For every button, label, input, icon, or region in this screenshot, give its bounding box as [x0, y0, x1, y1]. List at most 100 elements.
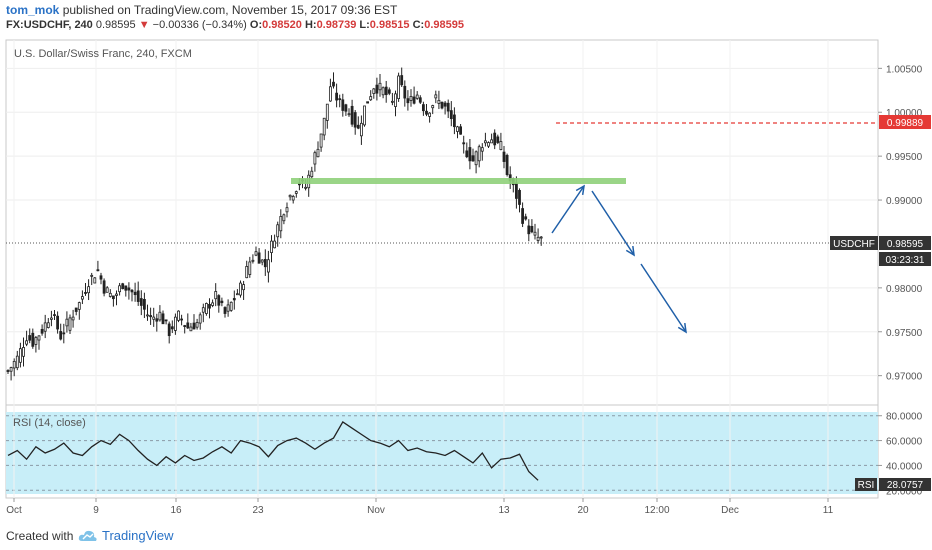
- high-label: H:: [304, 19, 317, 31]
- candle-body: [369, 96, 373, 101]
- candle-body: [40, 328, 44, 334]
- candle-body: [34, 337, 38, 345]
- candle-body: [208, 304, 211, 309]
- rsi-tick-label: 20.0000: [886, 486, 923, 497]
- candle-body: [108, 292, 112, 297]
- candle-body: [288, 194, 292, 198]
- tradingview-brand[interactable]: TradingView: [78, 528, 174, 543]
- close-value: 0.98595: [424, 19, 464, 31]
- rsi-line: [7, 421, 539, 481]
- candle-body: [434, 94, 438, 99]
- chart-header: tom_mok published on TradingView.com, No…: [0, 0, 932, 36]
- candle-body: [499, 141, 503, 150]
- candle-body: [332, 81, 335, 87]
- candle-body: [487, 142, 490, 147]
- time-tick-label: Nov: [367, 505, 385, 516]
- candle-body: [375, 84, 379, 94]
- publish-line: tom_mok published on TradingView.com, No…: [6, 3, 397, 17]
- candle-body: [99, 275, 103, 280]
- forecast-arrow-up-head: [575, 184, 585, 196]
- candle-body: [260, 259, 264, 263]
- candle-body: [335, 92, 339, 101]
- rsi-tick-label: 80.0000: [886, 412, 923, 423]
- candle-body: [449, 110, 453, 120]
- candle-body: [316, 148, 320, 158]
- candle-body: [121, 283, 125, 290]
- candle-body: [527, 225, 531, 235]
- candle-body: [239, 282, 242, 296]
- candle-body: [214, 291, 218, 300]
- candle-body: [235, 293, 239, 296]
- candle-body: [524, 216, 528, 220]
- candle-body: [465, 150, 469, 158]
- candle-body: [536, 236, 540, 241]
- candle-body: [180, 318, 184, 321]
- candle-body: [397, 75, 401, 100]
- time-tick-label: 13: [498, 505, 510, 516]
- candle-body: [152, 316, 156, 320]
- candle-body: [471, 155, 475, 162]
- candle-body: [155, 318, 159, 322]
- candle-body: [285, 207, 289, 213]
- candle-body: [229, 301, 233, 311]
- forecast-arrow-down-1: [591, 190, 635, 256]
- author-link[interactable]: tom_mok: [6, 3, 60, 17]
- candle-body: [173, 316, 177, 331]
- candle-body: [394, 93, 397, 107]
- candle-body: [204, 303, 208, 314]
- candle-body: [186, 322, 190, 329]
- candle-body: [319, 133, 323, 148]
- candle-body: [363, 105, 366, 126]
- tradingview-cloud-icon: [78, 530, 97, 541]
- candle-body: [167, 323, 171, 337]
- candle-body: [84, 292, 87, 294]
- footer: Created with TradingView: [0, 526, 932, 550]
- candle-body: [381, 87, 385, 96]
- candle-body: [248, 261, 252, 275]
- candle-body: [328, 86, 332, 102]
- candle-body: [279, 216, 283, 232]
- candle-body: [226, 304, 230, 312]
- candle-body: [28, 335, 32, 341]
- candle-body: [276, 224, 280, 238]
- candle-body: [31, 332, 35, 347]
- level-tag: [879, 115, 931, 129]
- candle-body: [505, 154, 509, 175]
- rsi-value-tag: [879, 478, 931, 491]
- candle-body: [217, 295, 221, 306]
- candle-body: [257, 252, 261, 264]
- candle-body: [418, 97, 422, 103]
- candle-body: [112, 295, 115, 300]
- candle-body: [353, 112, 357, 128]
- candle-body: [115, 293, 118, 296]
- candle-body: [133, 291, 137, 296]
- candle-body: [387, 89, 391, 94]
- candle-body: [310, 170, 314, 178]
- candle-body: [87, 286, 90, 294]
- candle-body: [102, 280, 106, 294]
- support-zone-bar: [291, 178, 626, 184]
- candle-body: [12, 360, 16, 369]
- rsi-band: [6, 412, 878, 494]
- close-label: C:: [412, 19, 425, 31]
- candle-body: [71, 316, 75, 321]
- candle-body: [490, 139, 494, 144]
- candle-body: [25, 340, 29, 345]
- candle-body: [446, 102, 450, 112]
- rsi-pane: [7, 421, 539, 481]
- candle-body: [37, 335, 41, 341]
- time-axis[interactable]: Oct 9 16 23 Nov 13 20 12:00 Dec 11: [6, 498, 834, 516]
- candle-body: [530, 226, 534, 233]
- last-price-tag: [879, 236, 931, 250]
- candle-body: [406, 98, 410, 104]
- time-tick-label: Dec: [721, 505, 739, 516]
- candle-body: [158, 311, 162, 321]
- candle-body: [431, 105, 435, 109]
- candle-body: [245, 266, 249, 279]
- symbol-label: FX:USDCHF, 240: [6, 19, 93, 31]
- candle-body: [480, 147, 484, 152]
- price-tick-label: 1.00000: [886, 108, 923, 119]
- price-axis[interactable]: 1.00500 1.00000 0.99500 0.99000 0.98000 0.975…: [878, 64, 923, 497]
- chart-area[interactable]: U.S. Dollar/Swiss Franc, 240, FXCM RSI (…: [0, 36, 932, 526]
- forecast-arrow-down-1-head: [625, 245, 635, 257]
